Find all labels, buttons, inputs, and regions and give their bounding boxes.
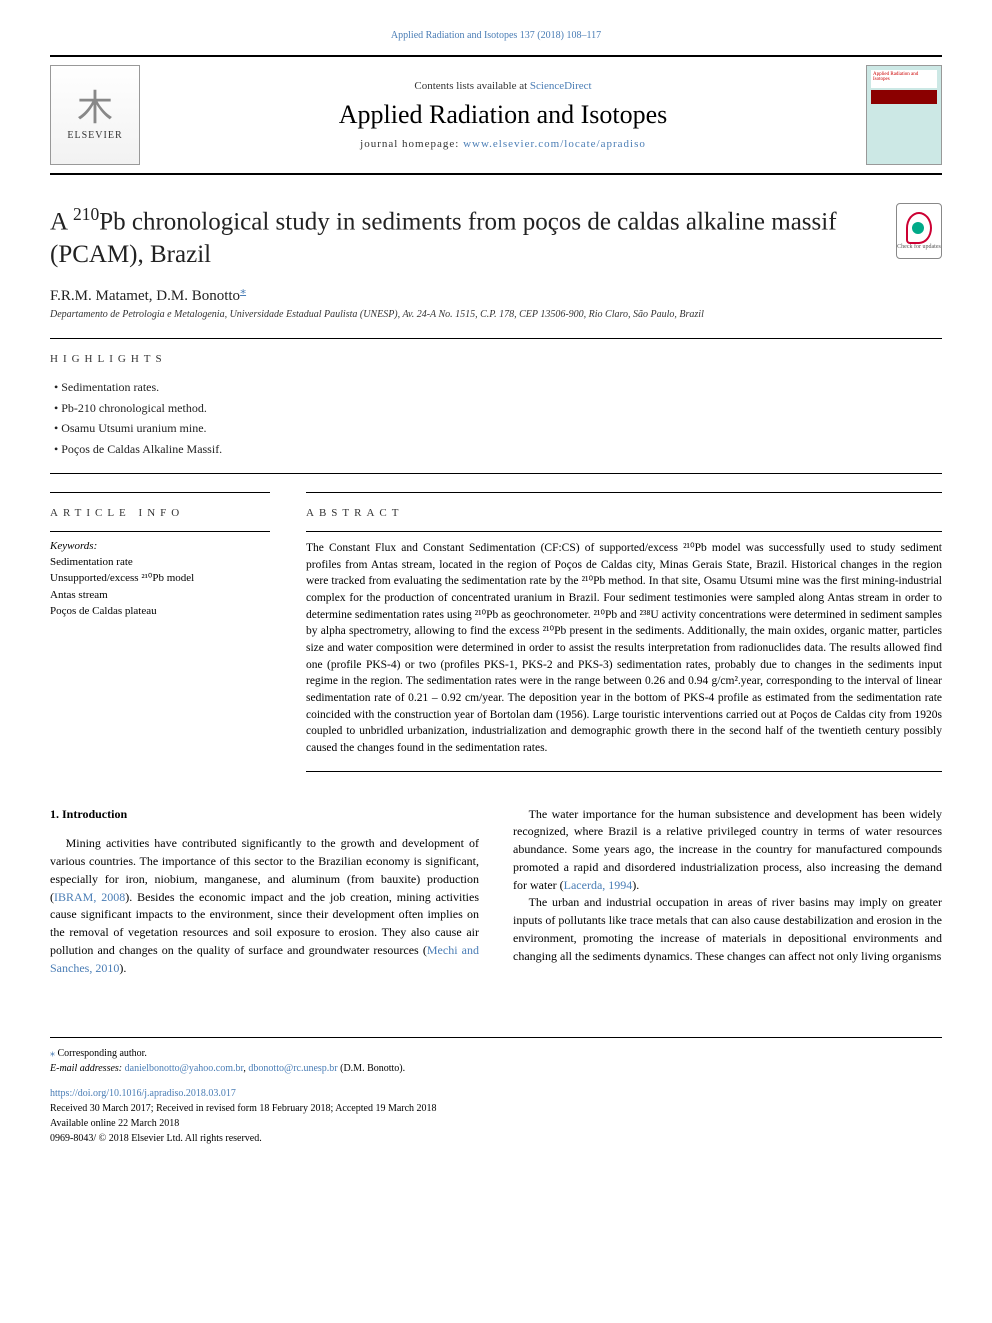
corresponding-author-mark[interactable]: ⁎ [240,283,246,297]
title-superscript: 210 [73,204,99,224]
abstract-text: The Constant Flux and Constant Sedimenta… [306,540,942,757]
elsevier-logo-text: ELSEVIER [67,130,122,141]
highlight-item: Sedimentation rates. [54,377,942,397]
homepage-prefix: journal homepage: [360,138,463,150]
journal-title: Applied Radiation and Isotopes [339,100,668,130]
email-name: (D.M. Bonotto). [338,1063,406,1074]
homepage-link[interactable]: www.elsevier.com/locate/apradiso [463,138,646,150]
header-citation: Applied Radiation and Isotopes 137 (2018… [50,30,942,41]
masthead-center: Contents lists available at ScienceDirec… [140,80,866,150]
highlight-item: Poços de Caldas Alkaline Massif. [54,439,942,459]
body-paragraph: Mining activities have contributed signi… [50,835,479,977]
keyword: Poços de Caldas plateau [50,603,270,620]
authors-text: F.R.M. Matamet, D.M. Bonotto [50,288,240,304]
journal-cover-thumbnail: Applied Radiation and Isotopes [866,65,942,165]
keyword: Sedimentation rate [50,554,270,571]
p1-post: ). [119,961,126,975]
doi-line: https://doi.org/10.1016/j.apradiso.2018.… [50,1086,942,1101]
elsevier-logo: ⽊ ELSEVIER [50,65,140,165]
available-line: Available online 22 March 2018 [50,1116,942,1131]
rule [50,531,270,532]
contents-lists-line: Contents lists available at ScienceDirec… [414,80,591,92]
email-line: E-mail addresses: danielbonotto@yahoo.co… [50,1061,942,1076]
article-info-column: ARTICLE INFO Keywords: Sedimentation rat… [50,492,270,772]
highlights-heading: HIGHLIGHTS [50,353,942,365]
received-line: Received 30 March 2017; Received in revi… [50,1101,942,1116]
keyword: Antas stream [50,587,270,604]
highlights-list: Sedimentation rates. Pb-210 chronologica… [50,377,942,459]
journal-homepage-line: journal homepage: www.elsevier.com/locat… [360,138,646,150]
abstract-heading: ABSTRACT [306,507,942,519]
contents-prefix: Contents lists available at [414,80,529,92]
article-title: A 210Pb chronological study in sediments… [50,203,880,271]
title-pre: A [50,208,73,235]
rule [50,473,942,474]
body-paragraph: The urban and industrial occupation in a… [513,894,942,965]
cover-band [871,90,937,104]
authors-line: F.R.M. Matamet, D.M. Bonotto⁎ [50,283,942,305]
highlight-item: Osamu Utsumi uranium mine. [54,418,942,438]
elsevier-tree-icon: ⽊ [77,90,113,126]
author-email-link[interactable]: dbonotto@rc.unesp.br [248,1063,337,1074]
email-label: E-mail addresses: [50,1063,122,1074]
title-row: A 210Pb chronological study in sediments… [50,203,942,271]
citation-link[interactable]: IBRAM, 2008 [54,890,125,904]
highlight-item: Pb-210 chronological method. [54,398,942,418]
author-email-link[interactable]: danielbonotto@yahoo.com.br [125,1063,244,1074]
keyword: Unsupported/excess ²¹⁰Pb model [50,570,270,587]
footer-block: ⁎ Corresponding author. E-mail addresses… [50,1037,942,1146]
doi-link[interactable]: https://doi.org/10.1016/j.apradiso.2018.… [50,1088,236,1099]
abstract-column: ABSTRACT The Constant Flux and Constant … [306,492,942,772]
sciencedirect-link[interactable]: ScienceDirect [530,80,592,92]
check-updates-label: Check for updates [897,244,941,250]
corresponding-author-note: ⁎ Corresponding author. [50,1046,942,1061]
keywords-heading: Keywords: [50,540,270,552]
corr-label: Corresponding author. [58,1048,147,1059]
body-paragraph: The water importance for the human subsi… [513,806,942,895]
cover-title: Applied Radiation and Isotopes [871,70,937,88]
rule [306,531,942,532]
affiliation: Departamento de Petrologia e Metalogenia… [50,309,942,320]
body-columns: 1. Introduction Mining activities have c… [50,806,942,978]
rule [306,771,942,772]
rule [50,338,942,339]
masthead: ⽊ ELSEVIER Contents lists available at S… [50,55,942,175]
corr-mark-footer: ⁎ [50,1048,55,1059]
introduction-heading: 1. Introduction [50,806,479,824]
info-abstract-row: ARTICLE INFO Keywords: Sedimentation rat… [50,492,942,772]
citation-link[interactable]: Lacerda, 1994 [564,878,633,892]
p2-post: ). [632,878,639,892]
title-post: Pb chronological study in sediments from… [50,208,837,268]
check-updates-badge[interactable]: Check for updates [896,203,942,259]
article-info-heading: ARTICLE INFO [50,507,270,519]
rule [50,492,270,493]
crossmark-icon [906,212,932,244]
rule [306,492,942,493]
copyright-line: 0969-8043/ © 2018 Elsevier Ltd. All righ… [50,1131,942,1146]
